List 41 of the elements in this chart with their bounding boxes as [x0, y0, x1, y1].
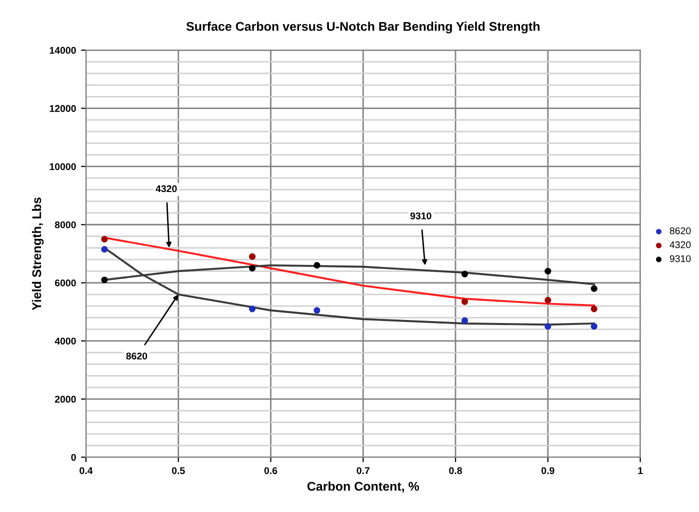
x-tick-label: 0.4: [80, 467, 93, 474]
x-tick-label: 0.5: [172, 467, 185, 474]
annotation: 9310: [410, 212, 432, 220]
point: [314, 307, 320, 314]
point: [590, 323, 598, 330]
y-tick-label: 14000: [50, 46, 76, 54]
x-tick-label: 0.9: [542, 467, 554, 474]
y-tick-label: 10000: [50, 163, 76, 170]
point: [544, 296, 552, 304]
annotation: 8620: [126, 352, 148, 360]
y-tick-label: 8000: [54, 221, 76, 228]
x-tick-label: 0.7: [356, 467, 370, 474]
chart-title: Surface Carbon versus U-Notch Bar Bending Yield Strength: [186, 22, 540, 34]
x-tick-label: 0.8: [449, 467, 462, 474]
point: [101, 236, 108, 242]
point: [590, 285, 598, 292]
legend-label: 9310: [670, 255, 691, 262]
point: [544, 268, 552, 274]
legend-label: 8620: [670, 227, 691, 234]
point: [461, 270, 468, 278]
annotation: 4320: [156, 185, 177, 192]
x-tick-label: 1: [638, 467, 643, 474]
point: [248, 306, 256, 312]
y-tick-label: 4000: [54, 338, 76, 345]
y-tick-label: 6000: [54, 280, 76, 286]
y-tick-label: 12000: [50, 105, 76, 112]
point: [314, 262, 320, 269]
point: [461, 298, 468, 305]
y-tick-label: 0: [71, 454, 76, 461]
point: [461, 317, 468, 324]
point: [101, 246, 108, 253]
point: [590, 306, 598, 312]
y-axis-title: Yield Strength, Lbs: [32, 197, 44, 310]
point: [544, 323, 552, 330]
x-axis-title: Carbon Content, %: [307, 482, 420, 493]
y-tick-label: 2000: [54, 396, 76, 403]
legend-label: 4320: [670, 241, 691, 248]
point: [248, 253, 256, 260]
point: [101, 276, 108, 284]
point: [248, 264, 256, 272]
x-tick-label: 0.6: [264, 467, 278, 474]
